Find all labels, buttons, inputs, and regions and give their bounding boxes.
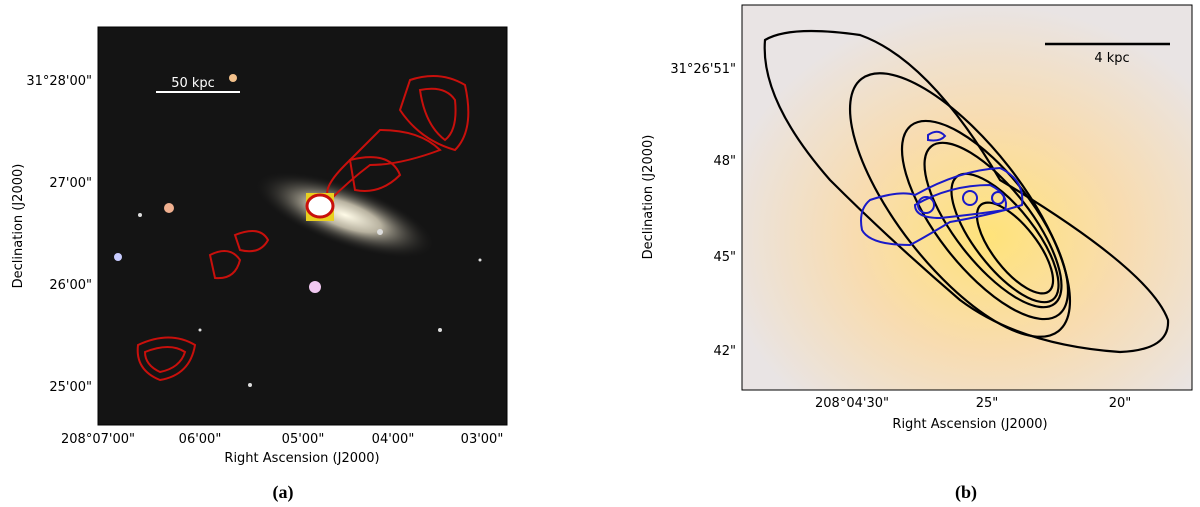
frame (741, 4, 1193, 391)
caption: (a) (273, 482, 294, 503)
panel-a: 50 kpc 31°28'00" 27'00" 26'00" 25'00" 20… (11, 26, 508, 503)
y-tick-label: 31°26'51" (670, 62, 736, 77)
radio-contours (136, 75, 470, 382)
x-tick-label: 06'00" (179, 432, 222, 447)
y-tick-label: 27'00" (49, 176, 92, 191)
y-axis-label: Declination (J2000) (11, 164, 26, 289)
x-tick-label: 208°07'00" (61, 432, 135, 447)
y-axis-label: Declination (J2000) (641, 135, 656, 260)
optical-image (742, 5, 1192, 390)
panel-b: 4 kpc 31°26'51" 48" 45" 42" 208°04'30" 2… (641, 4, 1193, 503)
x-axis-label: Right Ascension (J2000) (892, 417, 1047, 432)
frame (97, 26, 508, 426)
contours (763, 29, 1170, 354)
x-axis-label: Right Ascension (J2000) (224, 451, 379, 466)
y-tick-label: 48" (713, 154, 736, 169)
y-tick-label: 45" (713, 250, 736, 265)
galaxy (255, 171, 435, 259)
y-tick-label: 31°28'00" (26, 74, 92, 89)
y-tick-label: 25'00" (49, 380, 92, 395)
x-tick-label: 05'00" (282, 432, 325, 447)
x-tick-label: 03'00" (461, 432, 504, 447)
scale-bar-label: 4 kpc (1094, 51, 1129, 66)
blue-contours (860, 130, 1024, 247)
x-tick-label: 208°04'30" (815, 396, 889, 411)
core (305, 193, 335, 219)
caption: (b) (955, 482, 977, 503)
x-tick-label: 25" (976, 396, 999, 411)
x-tick-label: 20" (1109, 396, 1132, 411)
scale-bar-label: 50 kpc (171, 76, 215, 91)
y-tick-label: 26'00" (49, 278, 92, 293)
y-tick-label: 42" (713, 344, 736, 359)
stars (114, 74, 482, 387)
x-tick-label: 04'00" (372, 432, 415, 447)
